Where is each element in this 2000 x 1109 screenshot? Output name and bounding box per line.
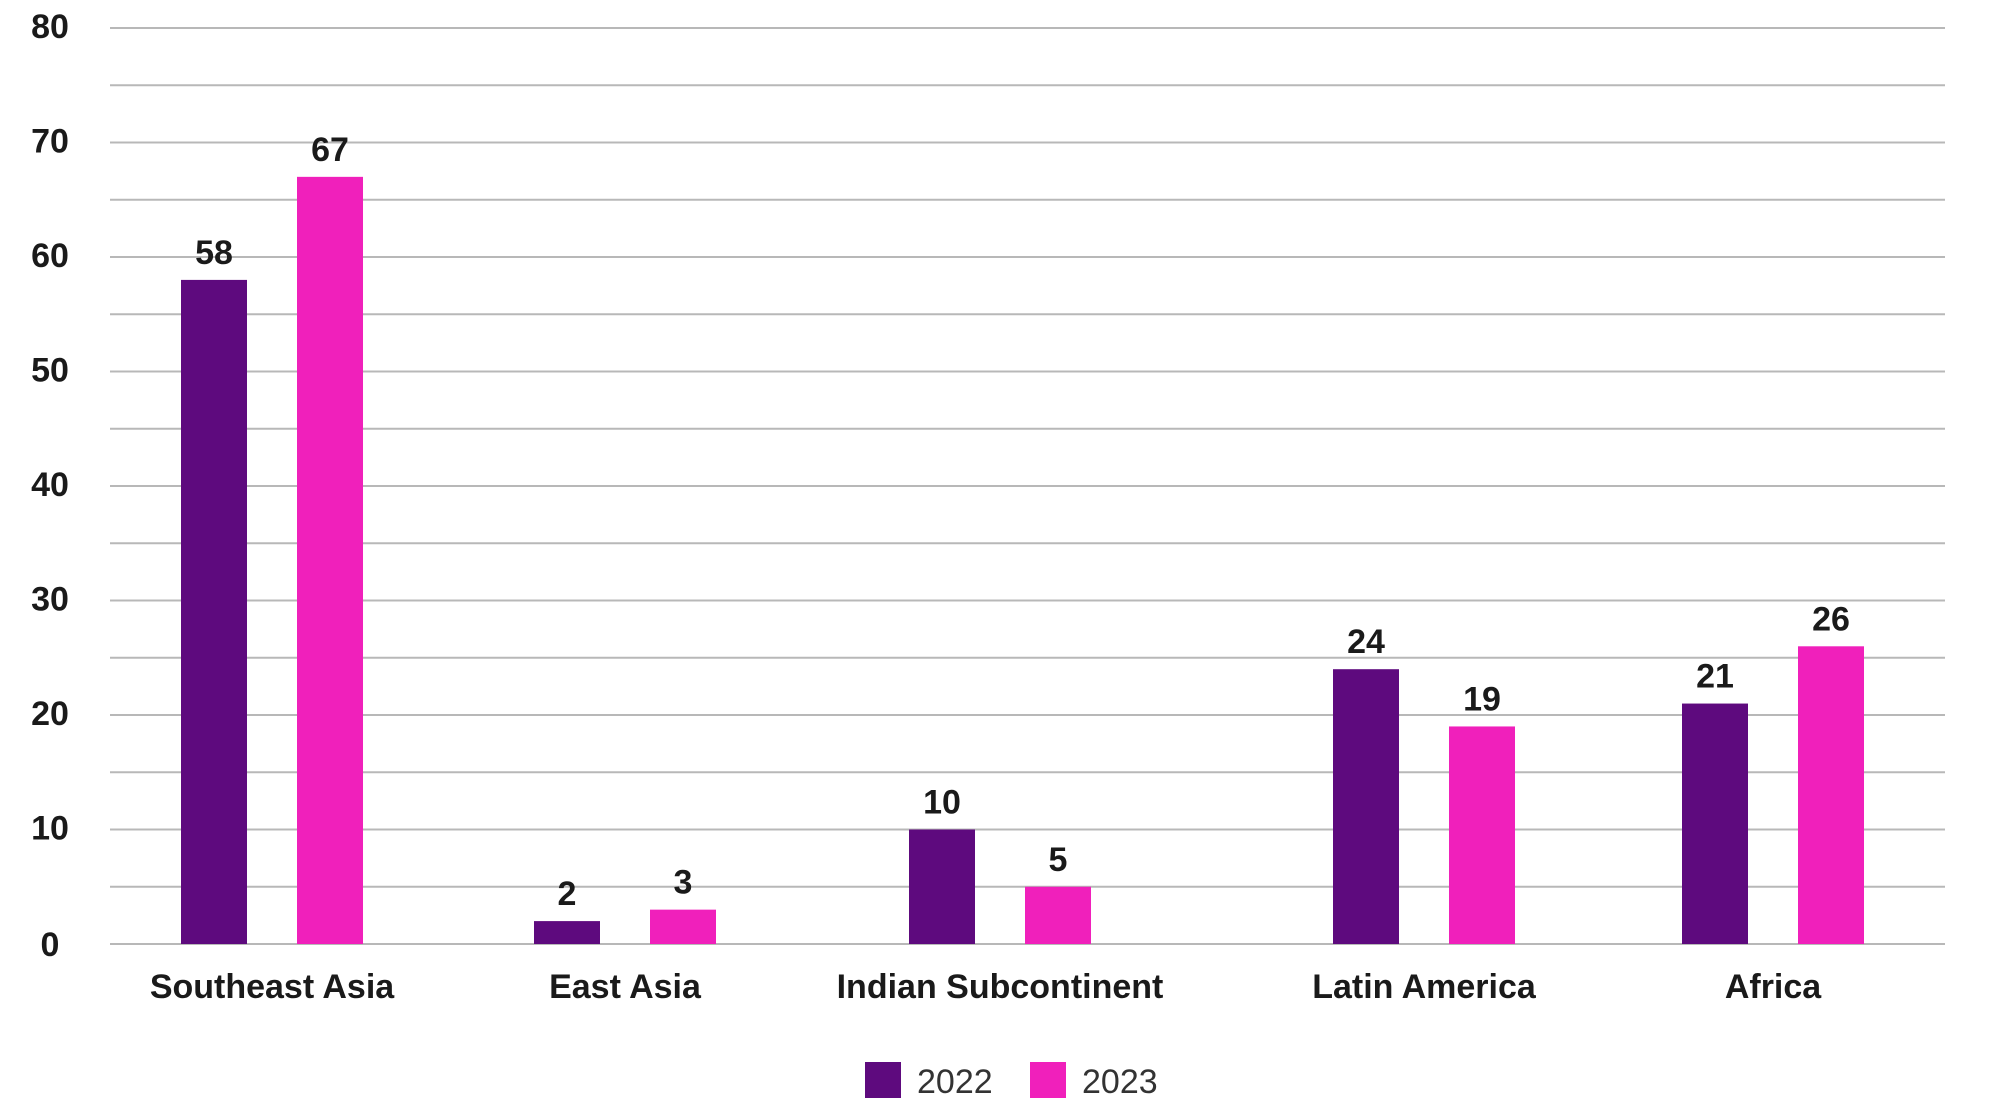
data-label: 19 (1463, 680, 1501, 718)
bar-2022 (181, 279, 247, 944)
y-tick-label: 0 (41, 926, 60, 964)
data-label: 67 (311, 131, 349, 169)
data-label: 26 (1812, 600, 1850, 638)
x-tick-label: Africa (1725, 968, 1822, 1006)
y-tick-label: 50 (31, 352, 69, 390)
legend: 2022 2023 (865, 1062, 1158, 1101)
y-tick-label: 40 (31, 466, 69, 504)
bar-2022 (1682, 703, 1748, 944)
legend-label: 2022 (917, 1063, 993, 1101)
y-tick-label: 10 (31, 810, 69, 848)
bar-2022 (534, 921, 600, 944)
bar-2023 (1025, 886, 1091, 944)
bar-2023 (1449, 726, 1515, 944)
data-label: 3 (674, 864, 693, 902)
bar-2023 (650, 909, 716, 944)
data-label: 5 (1049, 841, 1068, 879)
x-tick-label: Indian Subcontinent (837, 968, 1164, 1006)
y-tick-label: 80 (31, 8, 69, 46)
data-label: 21 (1696, 658, 1734, 696)
bar-2023 (297, 176, 363, 945)
legend-swatch-2023 (1030, 1062, 1066, 1098)
y-axis-ticks: 0 10 20 30 40 50 60 70 80 (31, 8, 69, 964)
data-labels: 58 67 2 3 10 5 24 19 21 26 (195, 131, 1850, 913)
data-label: 24 (1347, 623, 1385, 661)
data-label: 2 (558, 875, 577, 913)
x-axis-ticks: Southeast Asia East Asia Indian Subcontine… (150, 968, 1822, 1006)
x-tick-label: Southeast Asia (150, 968, 395, 1006)
legend-label: 2023 (1082, 1063, 1158, 1101)
bar-2022 (1333, 669, 1399, 944)
y-tick-label: 60 (31, 237, 69, 275)
legend-swatch-2022 (865, 1062, 901, 1098)
y-tick-label: 20 (31, 695, 69, 733)
y-tick-label: 30 (31, 581, 69, 619)
gridlines (110, 27, 1945, 945)
bars (181, 176, 1864, 945)
bar-2023 (1798, 646, 1864, 944)
bar-2022 (909, 829, 975, 944)
data-label: 58 (195, 234, 233, 272)
y-tick-label: 70 (31, 123, 69, 161)
x-tick-label: East Asia (549, 968, 702, 1006)
x-tick-label: Latin America (1312, 968, 1537, 1006)
data-label: 10 (923, 784, 961, 822)
